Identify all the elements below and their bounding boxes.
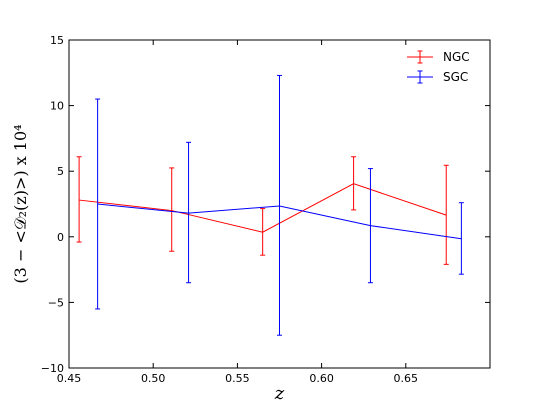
- y-tick-label: 15: [50, 34, 64, 47]
- legend: NGC SGC: [407, 50, 470, 84]
- y-axis-label: (3 − <𝒟₂(z)>) x 10⁴: [11, 124, 30, 283]
- x-tick-label: 0.55: [225, 372, 250, 385]
- legend-label-ngc: NGC: [443, 50, 470, 64]
- x-tick-label: 0.65: [394, 372, 419, 385]
- x-tick-label: 0.45: [57, 372, 82, 385]
- axis-ticks: 0.45 0.50 0.55 0.60 0.65 −10 −5 0 5 10 15: [41, 34, 490, 385]
- y-tick-label: 5: [57, 165, 64, 178]
- legend-label-sgc: SGC: [443, 70, 468, 84]
- y-tick-label: −10: [41, 362, 64, 375]
- x-tick-label: 0.50: [141, 372, 166, 385]
- y-tick-label: 0: [57, 231, 64, 244]
- series-sgc: [95, 74, 464, 336]
- x-axis-label: z: [274, 383, 285, 404]
- plot-border: [68, 39, 491, 369]
- y-tick-label: 10: [50, 100, 64, 113]
- y-tick-label: −5: [48, 296, 64, 309]
- series-ngc: [76, 156, 449, 265]
- plot-frame: [68, 39, 491, 369]
- series-layer: [76, 74, 464, 336]
- x-tick-label: 0.60: [309, 372, 334, 385]
